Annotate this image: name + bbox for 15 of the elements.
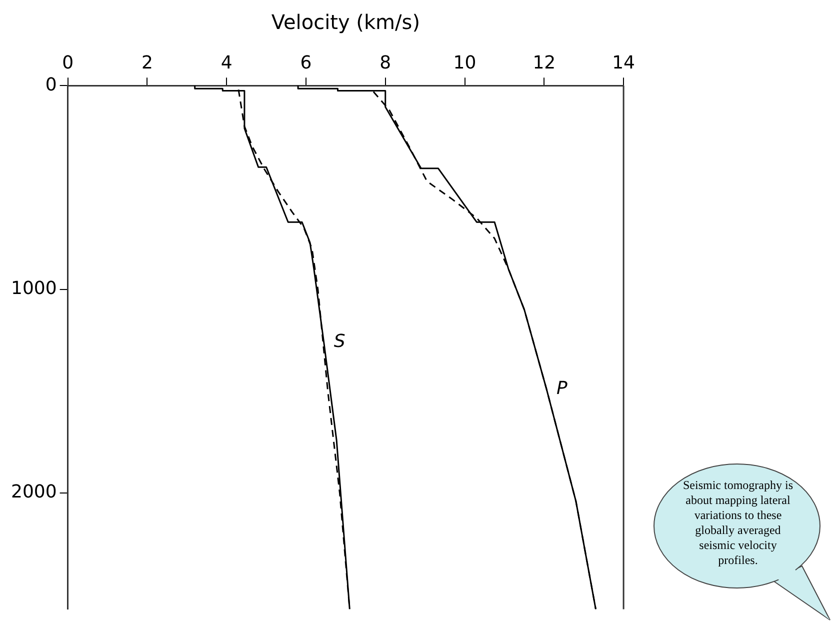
x-tick-label: 14 [612,52,635,74]
text: Seismic tomography is about mapping lateral variations to these globally averaged seismic velocity profiles. [682,478,794,568]
x-tick-label: 12 [532,52,556,74]
x-tick-label: 4 [220,52,232,74]
x-tick-label: 6 [300,52,312,74]
x-tick-label: 8 [380,52,392,74]
series-label: S [334,330,346,352]
x-tick-label: 10 [453,52,476,74]
series-label: P [556,378,568,399]
y-tick-label: 0 [45,74,57,96]
x-tick-label: 0 [62,52,74,74]
y-tick-label: 1000 [10,278,57,300]
x-tick-label: 2 [141,52,153,74]
x-axis-title: Velocity (km/s) [271,10,420,34]
y-tick-label: 2000 [10,482,57,503]
